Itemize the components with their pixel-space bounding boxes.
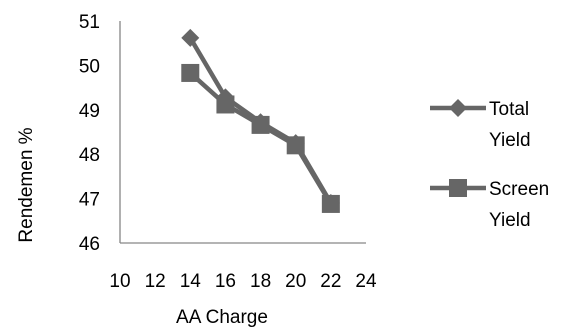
x-tick-label: 10 (109, 271, 130, 292)
series-layer (181, 28, 340, 213)
x-tick-label: 24 (355, 271, 377, 292)
series-screen-yield (181, 63, 340, 213)
series-total-yield (181, 28, 340, 213)
y-tick-label: 50 (79, 56, 100, 77)
x-tick-label: 18 (250, 271, 271, 292)
series-line-screen-yield (188, 71, 333, 206)
data-point-total-yield (181, 28, 200, 47)
y-tick-label: 46 (79, 234, 100, 255)
axes: 46 47 48 49 50 51 10 12 14 16 18 20 22 24 (79, 12, 377, 292)
x-tick-label: 12 (145, 271, 166, 292)
x-tick-label: 22 (320, 271, 341, 292)
y-tick-label: 47 (79, 190, 100, 211)
data-point-total-yield (251, 113, 270, 132)
legend-label: Total (489, 99, 529, 120)
data-point-total-yield (216, 88, 235, 107)
x-tick-label: 14 (180, 271, 202, 292)
legend-label: Screen (489, 179, 549, 200)
legend-label: Yield (489, 210, 531, 231)
data-point-screen-yield (181, 63, 200, 82)
legend-label: Yield (489, 130, 531, 151)
x-tick-label: 20 (285, 271, 306, 292)
legend-marker-screen-yield (449, 179, 467, 197)
y-tick-label: 51 (79, 12, 100, 33)
data-point-total-yield (321, 194, 340, 213)
x-tick-label: 16 (215, 271, 236, 292)
y-axis-label: Rendemen % (16, 127, 37, 242)
y-tick-label: 48 (79, 145, 100, 166)
data-point-total-yield (286, 134, 305, 153)
x-axis-label: AA Charge (176, 307, 268, 327)
legend-item-screen-yield: Screen Yield (430, 179, 549, 231)
legend-item-total-yield: Total Yield (430, 99, 531, 151)
legend-marker-total-yield (449, 99, 467, 117)
legend: Total Yield Screen Yield (430, 99, 549, 231)
y-tick-label: 49 (79, 101, 100, 122)
